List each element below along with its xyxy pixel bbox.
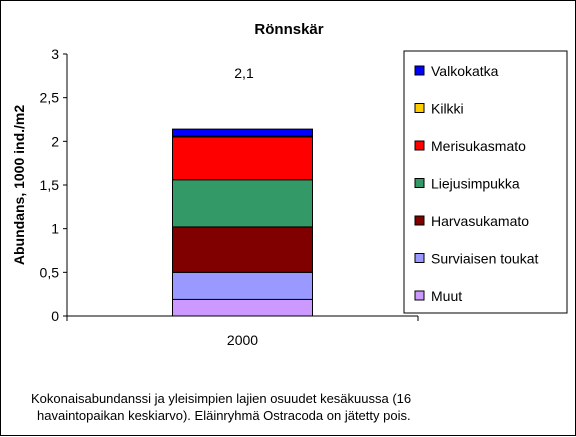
plot-area: 0 0,5 1 1,5 2 2,5 3 2000	[40, 46, 419, 348]
legend-label: Merisukasmato	[431, 138, 526, 154]
y-tick-label: 2,5	[40, 90, 60, 106]
legend-swatch	[414, 140, 425, 151]
y-tick-label: 2	[51, 133, 59, 149]
y-tick-label: 3	[51, 46, 59, 62]
legend-label: Surviaisen toukat	[431, 251, 539, 267]
bar-segment-valkokatka	[172, 128, 313, 137]
bar-segment-surviaisen-toukat	[172, 271, 313, 300]
legend-swatch	[414, 103, 425, 113]
legend-swatch	[414, 290, 425, 301]
bar-segment-harvasukamato	[172, 226, 313, 273]
total-data-label: 2,1	[234, 65, 254, 81]
y-axis-label: Abundans, 1000 ind./m2	[11, 105, 27, 265]
legend-label: Valkokatka	[431, 63, 499, 79]
legend-label: Liejusimpukka	[431, 176, 520, 192]
x-tick-label: 2000	[227, 332, 258, 348]
bar-segment-merisukasmato	[172, 136, 313, 181]
y-tick-label: 1	[51, 221, 59, 237]
legend-swatch	[414, 65, 425, 76]
legend-swatch	[414, 253, 425, 263]
legend-label: Kilkki	[431, 101, 464, 117]
caption-line-2: havaintopaikan keskiarvo). Eläinryhmä Os…	[37, 408, 411, 423]
legend-label: Muut	[431, 288, 462, 304]
bar-segment-muut	[172, 298, 313, 317]
legend-swatch	[414, 215, 425, 226]
caption-line-1: Kokonaisabundanssi ja yleisimpien lajien…	[31, 391, 412, 406]
legend-box	[403, 50, 568, 314]
y-tick-label: 1,5	[40, 177, 60, 193]
legend: Valkokatka Kilkki Merisukasmato Liejusimpuk…	[403, 50, 568, 314]
legend-swatch	[414, 178, 425, 188]
chart-title: Rönnskär	[254, 21, 323, 38]
bar-segment-liejusimpukka	[172, 179, 313, 228]
legend-label: Harvasukamato	[431, 213, 529, 229]
y-tick-label: 0	[51, 308, 59, 324]
y-tick-label: 0,5	[40, 264, 60, 280]
figure-caption: Kokonaisabundanssi ja yleisimpien lajien…	[31, 390, 501, 424]
